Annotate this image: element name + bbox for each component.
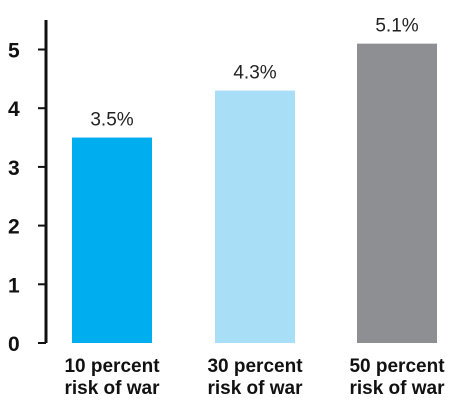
y-tick-label: 0 bbox=[8, 333, 20, 356]
bar-value-label: 3.5% bbox=[90, 110, 133, 131]
y-tick-label: 1 bbox=[8, 274, 20, 297]
bar bbox=[215, 90, 295, 343]
category-label: risk of war bbox=[207, 378, 303, 399]
bars-group bbox=[72, 43, 437, 343]
bar-value-label: 4.3% bbox=[233, 63, 276, 84]
category-label: 30 percent bbox=[207, 356, 303, 377]
bar bbox=[72, 137, 152, 343]
y-tick-label: 5 bbox=[8, 40, 20, 63]
y-tick-label: 3 bbox=[8, 157, 20, 180]
category-label: risk of war bbox=[64, 378, 160, 399]
y-axis: 0 1 2 3 4 5 bbox=[8, 20, 48, 356]
y-tick-label: 4 bbox=[8, 98, 20, 121]
category-label: 10 percent bbox=[64, 356, 160, 377]
category-label: risk of war bbox=[349, 378, 445, 399]
bar-value-label: 5.1% bbox=[375, 16, 418, 37]
bar bbox=[357, 43, 437, 343]
category-label: 50 percent bbox=[349, 356, 445, 377]
y-tick-label: 2 bbox=[8, 216, 20, 239]
